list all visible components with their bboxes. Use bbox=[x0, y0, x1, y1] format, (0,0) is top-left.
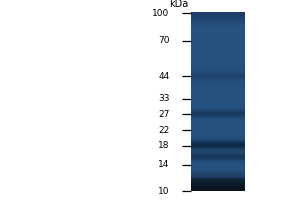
Text: 22: 22 bbox=[158, 126, 169, 135]
Text: 10: 10 bbox=[158, 186, 169, 196]
Text: 44: 44 bbox=[158, 72, 169, 81]
Text: kDa: kDa bbox=[169, 0, 188, 9]
Text: 18: 18 bbox=[158, 141, 169, 150]
Text: 70: 70 bbox=[158, 36, 169, 45]
Text: 27: 27 bbox=[158, 110, 169, 119]
Text: 100: 100 bbox=[152, 8, 169, 18]
Text: 14: 14 bbox=[158, 160, 169, 169]
Text: 33: 33 bbox=[158, 94, 169, 103]
